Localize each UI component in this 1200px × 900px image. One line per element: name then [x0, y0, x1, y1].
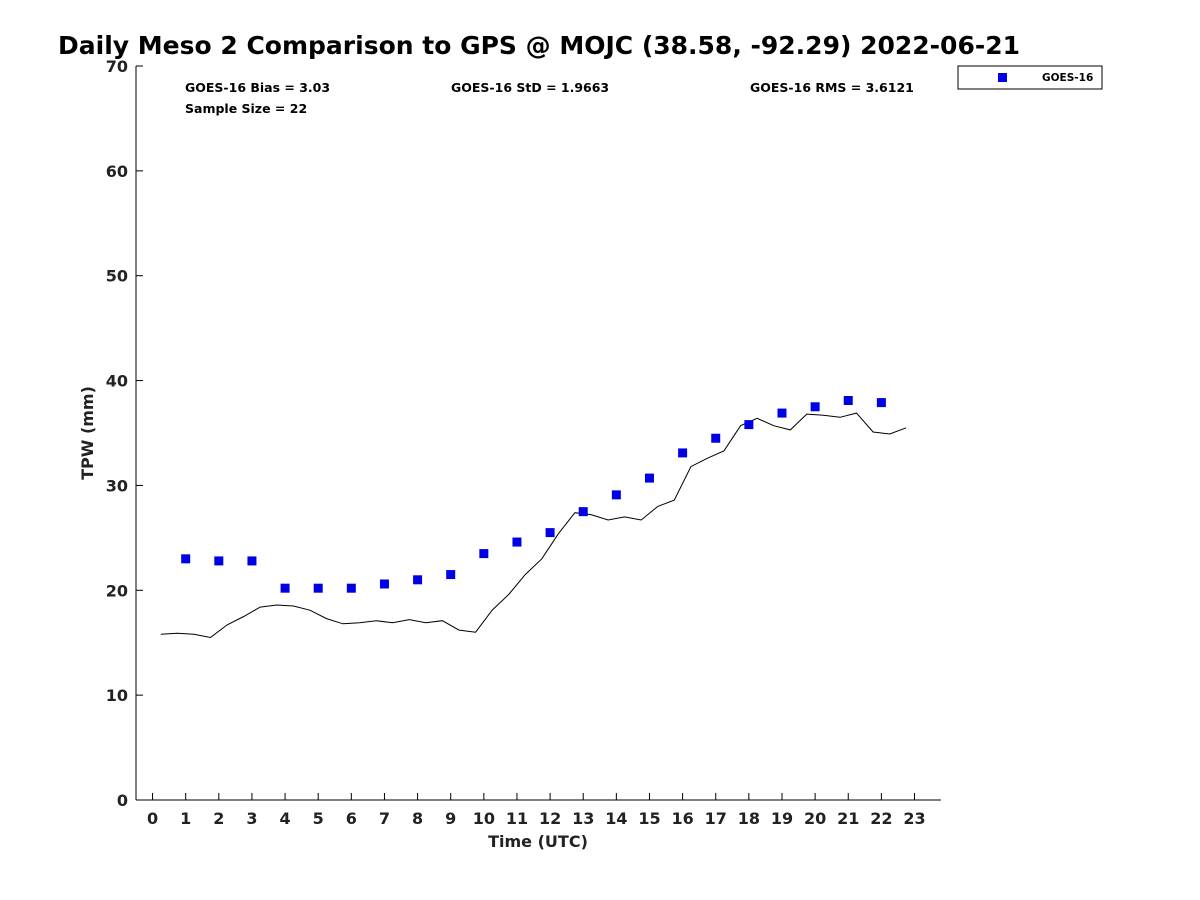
- x-tick-label: 3: [246, 809, 257, 828]
- stat-bias: GOES-16 Bias = 3.03: [185, 80, 330, 95]
- x-tick-label: 21: [837, 809, 859, 828]
- goes16-point: [644, 473, 654, 483]
- x-tick-label: 17: [705, 809, 727, 828]
- legend: GOES-16: [957, 65, 1103, 90]
- x-tick-label: 9: [445, 809, 456, 828]
- x-tick-label: 14: [605, 809, 627, 828]
- y-tick-label: 0: [117, 791, 128, 810]
- gps-line-series: [160, 412, 907, 639]
- x-tick-label: 8: [412, 809, 423, 828]
- x-tick-label: 20: [804, 809, 826, 828]
- x-tick-label: 5: [313, 809, 324, 828]
- chart-title: Daily Meso 2 Comparison to GPS @ MOJC (3…: [58, 31, 1020, 60]
- stat-sample-size: Sample Size = 22: [185, 101, 307, 116]
- x-tick-label: 12: [539, 809, 561, 828]
- x-tick-label: 0: [147, 809, 158, 828]
- x-tick-label: 1: [180, 809, 191, 828]
- goes16-point: [346, 583, 356, 593]
- goes16-point: [379, 579, 389, 589]
- goes16-point: [413, 575, 423, 585]
- legend-box: [957, 65, 1103, 90]
- x-tick-label: 13: [572, 809, 594, 828]
- y-tick-label: 30: [106, 476, 128, 495]
- y-tick-label: 40: [106, 372, 128, 391]
- goes16-point: [611, 490, 621, 500]
- goes16-point: [777, 408, 787, 418]
- goes16-point: [181, 554, 191, 564]
- goes16-point: [479, 549, 489, 559]
- x-tick-label: 11: [506, 809, 528, 828]
- goes16-point: [843, 395, 853, 405]
- gps-tpw-line: [160, 412, 907, 639]
- legend-marker-goes16: [998, 73, 1007, 82]
- y-axis-label: TPW (mm): [78, 386, 97, 480]
- x-tick-label: 6: [346, 809, 357, 828]
- goes16-point: [810, 402, 820, 412]
- x-tick-label: 2: [213, 809, 224, 828]
- x-tick-label: 15: [638, 809, 660, 828]
- y-tick-label: 20: [106, 581, 128, 600]
- stat-rms: GOES-16 RMS = 3.6121: [750, 80, 914, 95]
- goes16-point: [678, 448, 688, 458]
- y-ticks: 0 10 20 30 40 50 60 70: [106, 57, 143, 810]
- x-tick-label: 7: [379, 809, 390, 828]
- goes16-point: [214, 556, 224, 566]
- stat-std: GOES-16 StD = 1.9663: [451, 80, 609, 95]
- x-tick-label: 19: [771, 809, 793, 828]
- y-tick-label: 70: [106, 57, 128, 76]
- x-ticks: 0 1 2 3 4 5 6 7 8 9 10 11 12 13 14 15 16 17 18 19 20 21 22 23: [147, 793, 926, 828]
- x-tick-label: 16: [671, 809, 693, 828]
- goes16-points-series: [181, 395, 886, 593]
- y-tick-label: 10: [106, 686, 128, 705]
- goes16-point: [744, 420, 754, 430]
- x-tick-label: 18: [738, 809, 760, 828]
- y-tick-label: 60: [106, 162, 128, 181]
- goes16-point: [876, 398, 886, 408]
- x-axis-label: Time (UTC): [488, 832, 588, 851]
- x-tick-label: 4: [280, 809, 291, 828]
- y-tick-label: 50: [106, 267, 128, 286]
- goes16-point: [313, 583, 323, 593]
- legend-label-goes16: GOES-16: [1042, 72, 1093, 84]
- goes16-point: [578, 507, 588, 517]
- goes16-point: [280, 583, 290, 593]
- x-tick-label: 23: [903, 809, 925, 828]
- goes16-point: [247, 556, 257, 566]
- goes16-point: [545, 528, 555, 538]
- goes16-point: [446, 570, 456, 580]
- x-tick-label: 10: [473, 809, 495, 828]
- goes16-point: [512, 537, 522, 547]
- goes16-point: [711, 433, 721, 443]
- x-tick-label: 22: [870, 809, 892, 828]
